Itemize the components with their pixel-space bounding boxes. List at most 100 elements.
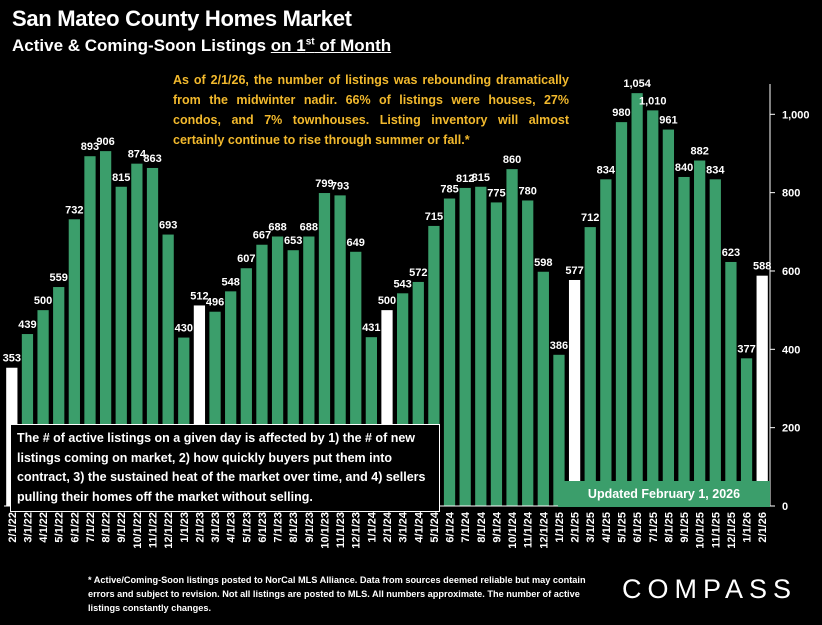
x-tick-label: 8/1/23 — [288, 512, 300, 543]
data-label: 667 — [253, 230, 271, 242]
x-tick-label: 12/1/22 — [163, 512, 175, 549]
x-tick-label: 7/1/25 — [648, 512, 660, 543]
data-label: 906 — [96, 136, 114, 148]
y-tick-label: 200 — [782, 423, 800, 435]
bar — [662, 129, 675, 506]
bar — [647, 110, 659, 507]
bar — [459, 187, 471, 506]
data-label: 431 — [362, 322, 380, 334]
data-label: 893 — [81, 141, 99, 153]
bar — [381, 310, 393, 506]
x-tick-label: 2/1/26 — [757, 512, 769, 543]
data-label: 785 — [440, 184, 458, 196]
bar — [725, 261, 737, 506]
x-tick-label: 8/1/24 — [476, 511, 488, 542]
data-label: 512 — [190, 290, 208, 302]
x-tick-label: 11/1/22 — [148, 512, 160, 548]
data-label: 688 — [300, 222, 318, 234]
data-label: 712 — [581, 212, 599, 224]
data-label: 548 — [221, 276, 239, 288]
x-tick-label: 3/1/22 — [22, 512, 34, 543]
data-label: 834 — [706, 164, 725, 176]
bar — [334, 195, 346, 506]
bar — [53, 287, 65, 506]
annotation-top: As of 2/1/26, the number of listings was… — [173, 73, 569, 147]
bar — [178, 337, 190, 506]
data-label: 834 — [597, 164, 616, 176]
bar — [193, 305, 206, 506]
bar — [365, 337, 377, 506]
x-tick-label: 12/1/25 — [726, 512, 738, 549]
x-tick-label: 3/1/25 — [585, 512, 597, 543]
x-tick-label: 10/1/25 — [695, 512, 707, 549]
bar — [537, 271, 549, 506]
x-tick-label: 1/1/25 — [554, 512, 566, 543]
x-tick-label: 4/1/22 — [38, 512, 50, 543]
bar — [553, 354, 565, 506]
x-tick-label: 1/1/24 — [366, 511, 378, 542]
updated-badge: Updated February 1, 2026 — [558, 481, 770, 507]
data-label: 386 — [550, 340, 568, 352]
bar — [209, 311, 221, 506]
bar — [131, 163, 143, 506]
page-subtitle: Active & Coming-Soon Listings on 1st of … — [12, 36, 391, 56]
x-tick-label: 5/1/25 — [616, 512, 628, 543]
bar — [350, 251, 362, 506]
data-label: 874 — [128, 149, 147, 161]
y-tick-label: 400 — [782, 344, 800, 356]
x-tick-label: 2/1/25 — [570, 512, 582, 543]
y-tick-label: 600 — [782, 266, 800, 278]
x-tick-label: 3/1/23 — [210, 512, 222, 543]
data-label: 961 — [659, 115, 677, 127]
data-label: 812 — [456, 173, 474, 185]
x-tick-label: 6/1/25 — [632, 512, 644, 543]
data-label: 780 — [519, 185, 537, 197]
bar — [99, 151, 112, 506]
x-tick-label: 12/1/23 — [351, 512, 363, 549]
x-tick-label: 11/1/23 — [335, 512, 347, 548]
bar — [740, 358, 753, 506]
data-label: 430 — [175, 323, 193, 335]
bar — [600, 179, 612, 506]
y-tick-label: 800 — [782, 188, 800, 200]
subtitle-post: of Month — [314, 36, 392, 55]
bar — [240, 268, 252, 506]
x-tick-label: 6/1/22 — [69, 512, 81, 543]
data-label: 688 — [268, 222, 286, 234]
x-tick-label: 2/1/23 — [194, 512, 206, 543]
x-tick-label: 1/1/23 — [179, 512, 191, 543]
x-tick-label: 2/1/22 — [7, 512, 19, 543]
data-label: 377 — [737, 343, 755, 355]
x-tick-label: 10/1/24 — [507, 511, 519, 549]
bar — [756, 275, 768, 506]
x-tick-label: 6/1/23 — [257, 512, 269, 543]
compass-logo: COMPASS — [622, 574, 798, 604]
x-tick-label: 9/1/24 — [491, 511, 503, 542]
data-label: 882 — [690, 146, 708, 158]
data-label: 500 — [34, 295, 52, 307]
x-tick-label: 7/1/24 — [460, 511, 472, 542]
data-label: 623 — [722, 247, 740, 259]
x-tick-label: 9/1/25 — [679, 512, 691, 543]
data-label: 1,054 — [623, 78, 651, 90]
data-label: 607 — [237, 253, 255, 265]
page-title: San Mateo County Homes Market — [12, 6, 352, 31]
y-tick-label: 1,000 — [782, 109, 810, 121]
bar — [318, 193, 331, 507]
x-tick-label: 4/1/24 — [413, 511, 425, 542]
bar — [303, 236, 315, 506]
bar — [443, 198, 456, 506]
bar — [475, 186, 487, 506]
x-tick-label: 5/1/24 — [429, 511, 441, 542]
bar — [428, 225, 440, 506]
x-tick-label: 2/1/24 — [382, 511, 394, 542]
data-label: 559 — [50, 272, 68, 284]
x-tick-label: 7/1/23 — [273, 512, 285, 543]
bar — [256, 244, 268, 507]
bar — [709, 179, 721, 506]
bar — [412, 281, 424, 506]
bar — [678, 176, 690, 507]
bar — [584, 227, 596, 506]
x-tick-label: 8/1/22 — [101, 512, 113, 543]
